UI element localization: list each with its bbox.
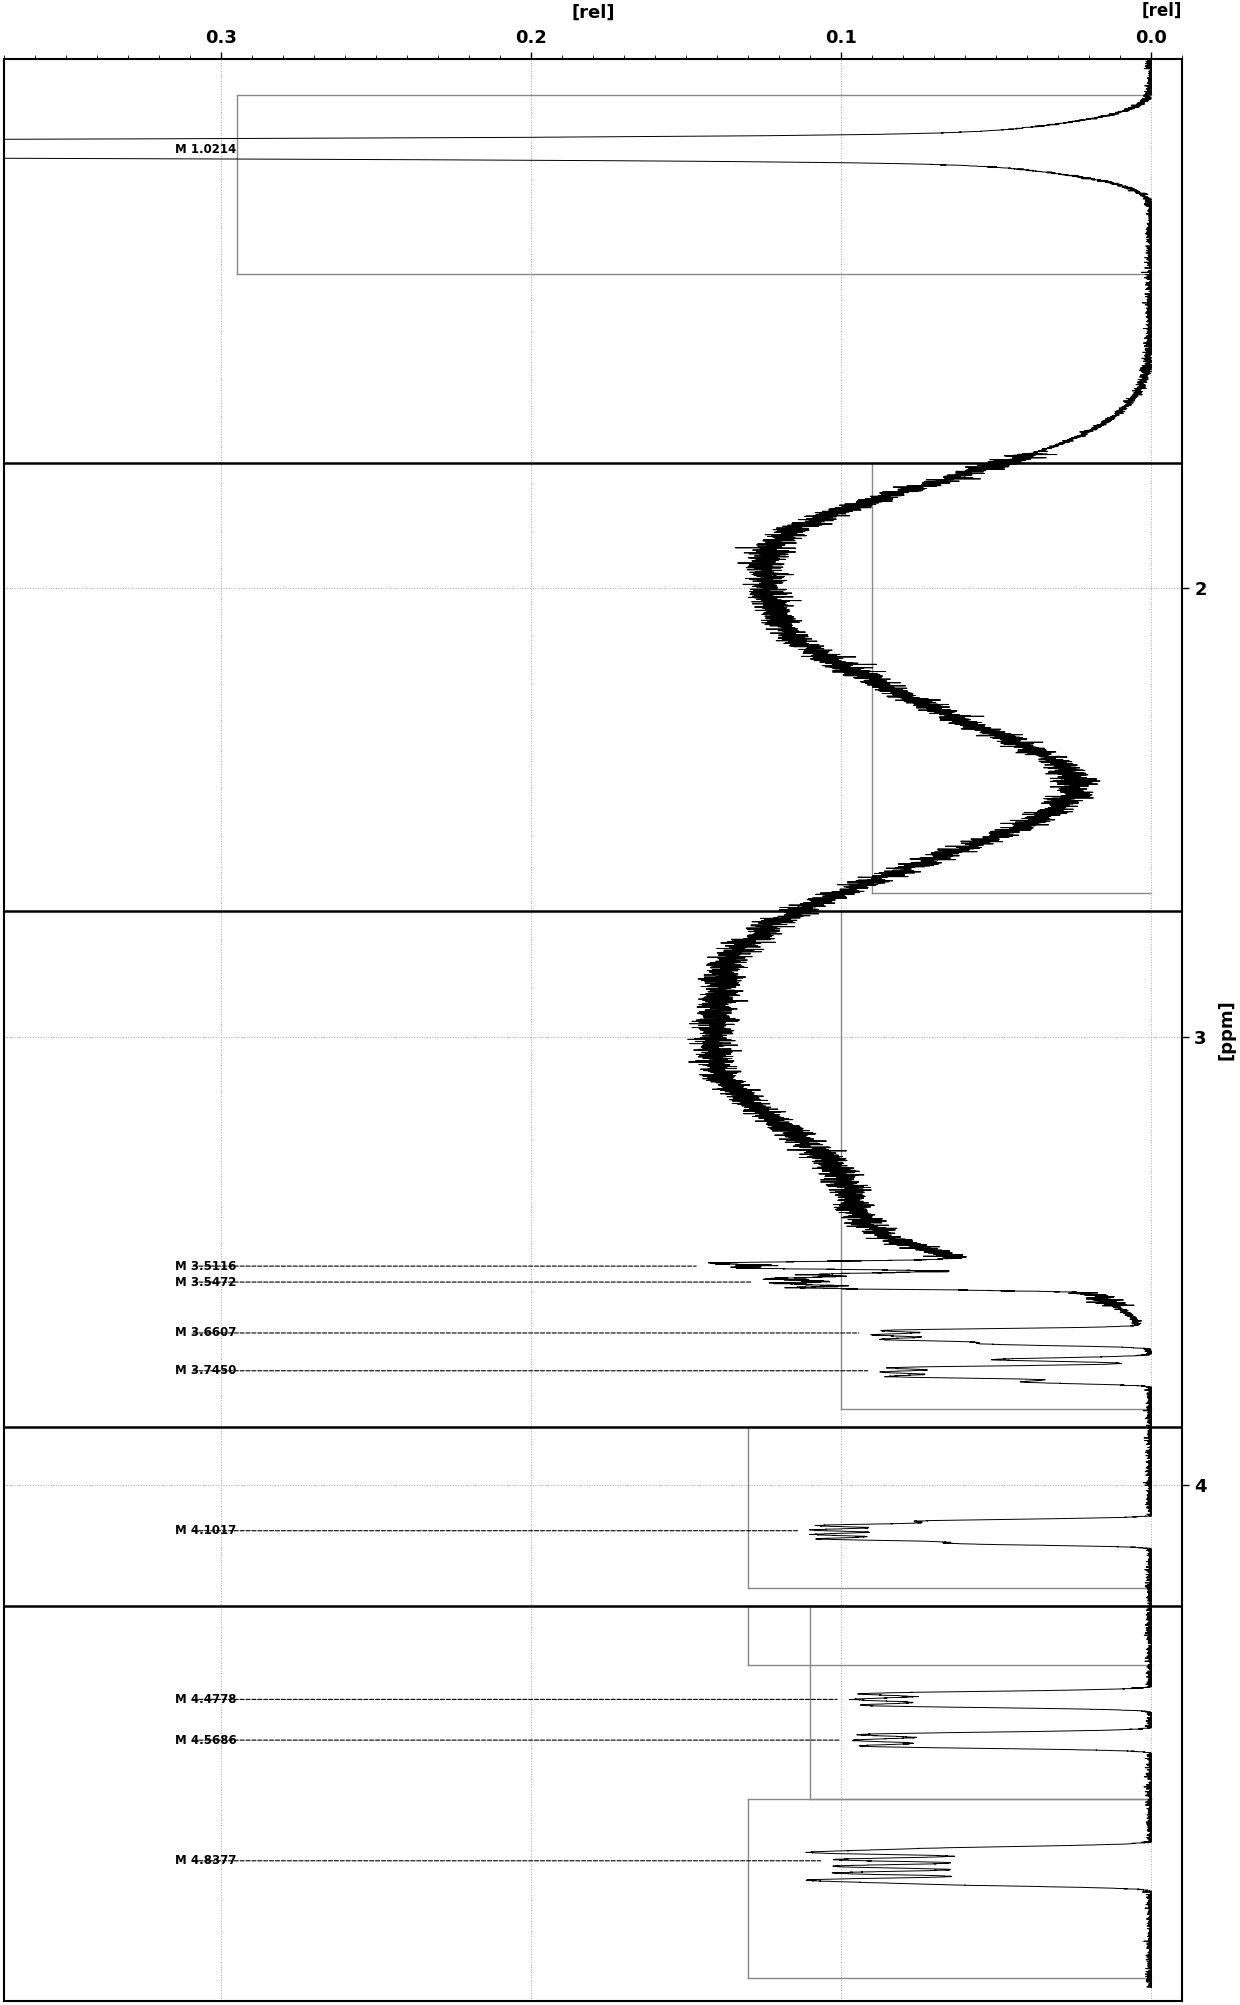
Text: M 1.0214: M 1.0214 — [175, 142, 236, 156]
Text: M 4.5686: M 4.5686 — [175, 1734, 237, 1746]
Text: M 3.7450: M 3.7450 — [175, 1363, 236, 1377]
Text: M 3.6607: M 3.6607 — [175, 1327, 236, 1339]
Text: M 3.5116: M 3.5116 — [175, 1259, 236, 1273]
Text: [rel]: [rel] — [1142, 2, 1183, 20]
Text: M 4.4778: M 4.4778 — [175, 1692, 236, 1706]
Text: M 4.1017: M 4.1017 — [175, 1524, 236, 1538]
Text: M 3.5472: M 3.5472 — [175, 1275, 236, 1289]
Text: M 4.8377: M 4.8377 — [175, 1855, 236, 1867]
X-axis label: [rel]: [rel] — [572, 4, 615, 22]
Y-axis label: [ppm]: [ppm] — [1218, 1000, 1236, 1061]
